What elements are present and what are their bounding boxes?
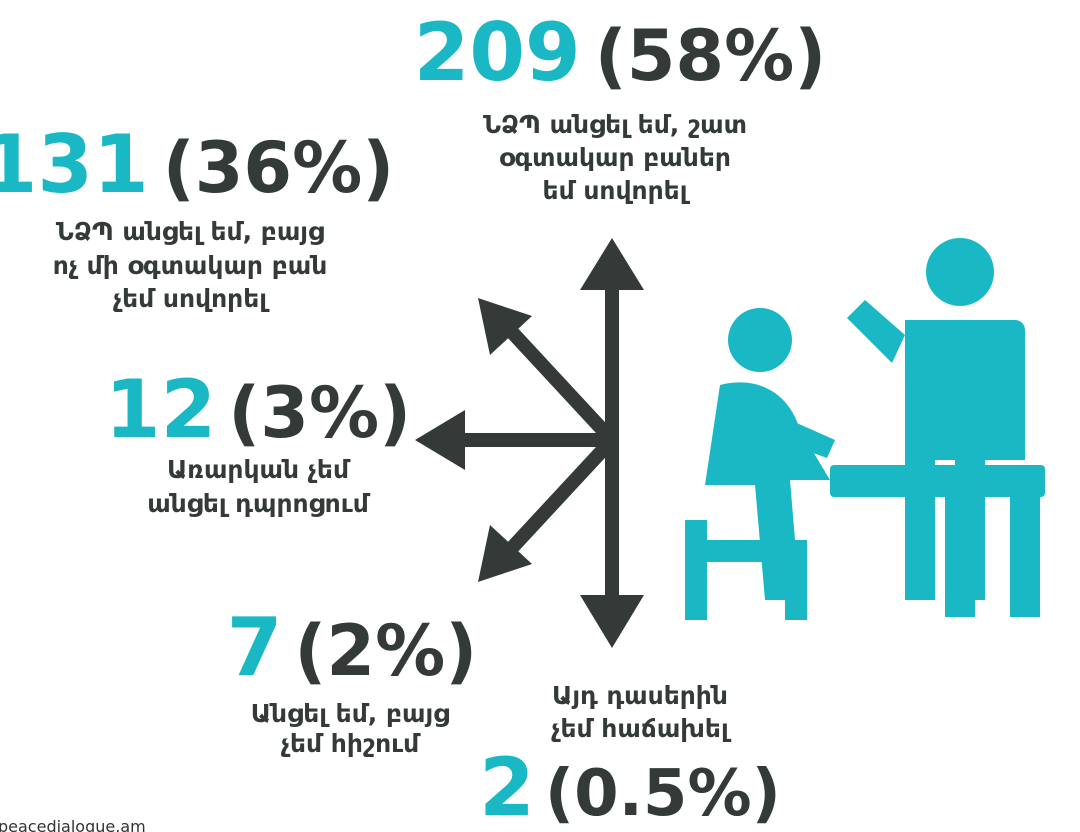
people-icon — [685, 238, 1045, 620]
stat-number: 209 (58%) — [414, 6, 827, 99]
percent: (36%) — [163, 127, 395, 209]
label-line: ՆՁՊ անցել եմ, բայց — [56, 217, 324, 246]
stat-number: 12 (3%) — [105, 363, 411, 456]
label-line: Անցել եմ, բայց — [251, 699, 450, 728]
label-line: ՆՁՊ անցել եմ, շատ — [483, 110, 747, 139]
label-line: Այդ դասերին — [552, 681, 728, 710]
label-line: չեմ սովորել — [113, 284, 270, 313]
stat-number: 2 (0.5%) — [479, 741, 781, 832]
label-line: անցել դպրոցում — [147, 489, 370, 518]
label-line: չեմ հաճախել — [551, 714, 732, 743]
source: peacedialogue.am — [0, 817, 146, 832]
count: 2 — [479, 741, 535, 832]
percent: (0.5%) — [545, 757, 781, 831]
label-line: չեմ հիշում — [281, 729, 421, 758]
count: 131 — [0, 118, 149, 211]
stat-number: 131 (36%) — [0, 118, 394, 211]
count: 7 — [227, 601, 283, 694]
label-line: օգտակար բաներ — [499, 143, 731, 172]
count: 209 — [414, 6, 581, 99]
arrows — [415, 238, 644, 648]
label-line: եմ սովորել — [543, 176, 691, 205]
label-line: Առարկան չեմ — [167, 455, 351, 484]
percent: (3%) — [228, 372, 411, 454]
stat-number: 7 (2%) — [227, 601, 478, 694]
count: 12 — [105, 363, 216, 456]
percent: (2%) — [294, 610, 477, 692]
percent: (58%) — [595, 15, 827, 97]
label-line: ոչ մի օգտակար բան — [53, 251, 328, 280]
